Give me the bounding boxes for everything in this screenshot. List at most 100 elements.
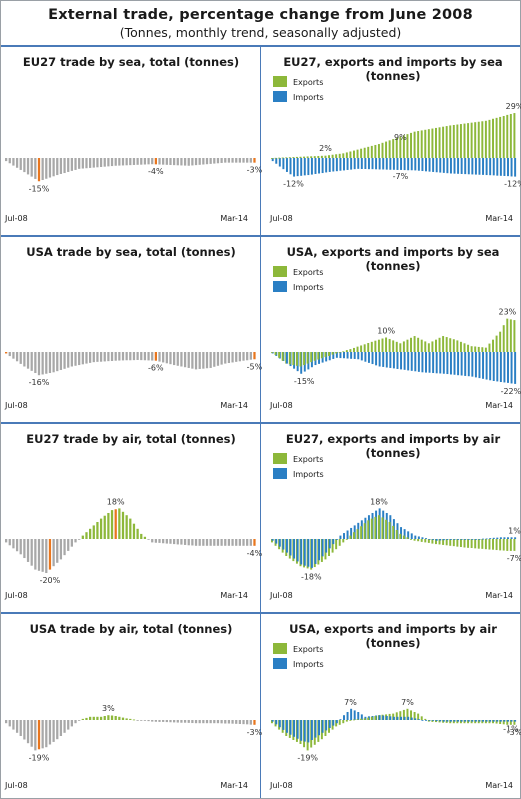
export-bar xyxy=(335,352,338,354)
export-bar xyxy=(463,539,466,548)
bar xyxy=(45,720,48,748)
page-subtitle: (Tonnes, monthly trend, seasonally adjus… xyxy=(119,25,402,40)
import-bar xyxy=(389,352,392,368)
import-bar xyxy=(460,158,463,174)
export-bar xyxy=(370,716,373,720)
bar xyxy=(154,720,157,722)
bar xyxy=(110,715,114,720)
bar xyxy=(187,158,190,166)
bar xyxy=(118,352,121,361)
export-bar xyxy=(431,539,434,544)
import-bar xyxy=(439,158,442,173)
export-bar xyxy=(438,127,441,158)
bar xyxy=(52,352,55,373)
page-header: External trade, percentage change from J… xyxy=(1,1,520,45)
data-label: 23% xyxy=(499,308,517,317)
eu27-sea-total-title: EU27 trade by sea, total (tonnes) xyxy=(22,55,240,69)
import-bar xyxy=(514,537,517,539)
import-bar xyxy=(489,352,492,381)
export-bar xyxy=(424,129,427,158)
bar xyxy=(70,352,73,367)
bar xyxy=(26,720,30,744)
bar xyxy=(78,539,81,540)
export-bar xyxy=(499,539,502,551)
export-bar xyxy=(335,720,338,727)
bar xyxy=(140,158,143,165)
export-bar xyxy=(506,114,509,158)
export-bar xyxy=(410,337,412,352)
export-bar xyxy=(481,121,484,158)
import-bar xyxy=(378,715,381,720)
export-bar xyxy=(367,343,370,352)
import-bar xyxy=(425,538,427,539)
bar xyxy=(143,352,147,361)
import-bar xyxy=(439,352,442,374)
bar xyxy=(45,158,48,179)
bar xyxy=(205,158,209,165)
export-bar xyxy=(392,340,395,352)
usa-air-total-chart: -19% 3% -3% Jul-08 Mar-14 xyxy=(4,704,263,790)
usa-sea-total-title: USA trade by sea, total (tonnes) xyxy=(26,245,236,259)
export-bar xyxy=(492,539,494,550)
bar xyxy=(213,720,216,724)
export-bar xyxy=(509,113,512,158)
bar xyxy=(235,720,238,724)
exports-legend-label: Exports xyxy=(293,455,323,464)
import-bar xyxy=(310,539,313,568)
data-label: 1% xyxy=(508,526,521,535)
export-bar xyxy=(442,336,445,352)
bar xyxy=(67,539,70,551)
import-bar xyxy=(499,720,502,722)
export-bar xyxy=(406,708,409,720)
bar xyxy=(70,539,73,547)
import-bar xyxy=(492,720,495,722)
imports-legend-swatch xyxy=(273,91,287,102)
divider-1 xyxy=(1,45,520,47)
bar xyxy=(176,720,179,723)
bar xyxy=(183,158,187,166)
bar xyxy=(23,720,26,740)
export-bar xyxy=(459,539,462,547)
import-bar xyxy=(457,539,460,540)
import-bar xyxy=(435,352,438,374)
bar xyxy=(238,158,241,163)
import-bar xyxy=(442,158,445,173)
export-bar xyxy=(335,154,338,158)
bar xyxy=(85,352,88,364)
import-bar xyxy=(432,158,435,172)
bar xyxy=(238,720,241,724)
export-bar xyxy=(271,720,273,724)
bar xyxy=(238,352,241,362)
import-bar xyxy=(453,352,456,375)
bar xyxy=(56,720,59,740)
export-bar xyxy=(410,710,412,720)
export-bar xyxy=(388,140,391,158)
bar xyxy=(209,720,212,724)
import-bar xyxy=(453,539,456,540)
export-bar xyxy=(338,153,341,158)
export-bar xyxy=(271,158,273,159)
bar xyxy=(191,158,194,166)
eu27-sea-total-chart: -15% -4% -3% Jul-08 Mar-14 xyxy=(4,158,263,223)
data-label: -4% xyxy=(247,549,263,558)
import-bar xyxy=(432,352,435,374)
import-bar xyxy=(467,158,470,175)
import-bar xyxy=(350,352,353,359)
import-bar xyxy=(332,720,335,726)
bar xyxy=(30,352,33,371)
bar xyxy=(118,158,121,166)
import-bar xyxy=(471,539,474,540)
x-axis-end-label: Mar-14 xyxy=(220,781,248,790)
bar xyxy=(213,158,216,164)
import-bar xyxy=(300,158,303,176)
export-bar xyxy=(431,341,434,352)
bar xyxy=(59,539,63,560)
import-bar xyxy=(417,719,420,720)
bar xyxy=(220,352,223,365)
import-bar xyxy=(464,352,467,376)
import-bar xyxy=(457,720,460,722)
bar xyxy=(99,158,103,167)
export-bar xyxy=(345,720,348,722)
bar xyxy=(143,536,147,539)
